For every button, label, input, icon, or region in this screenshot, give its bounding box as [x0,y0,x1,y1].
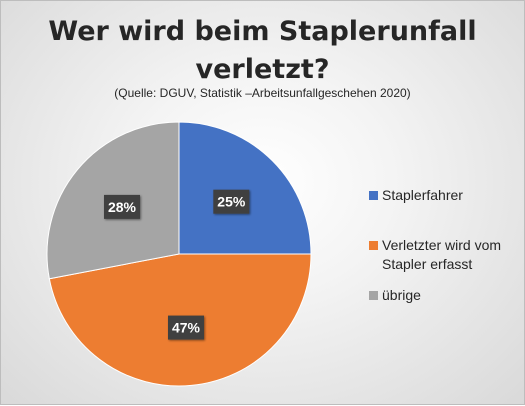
legend-label-staplerfahrer: Staplerfahrer [382,187,463,203]
legend-label-verletzter-line-2: Stapler erfasst [382,256,473,272]
chart-title-line-1: Wer wird beim Staplerunfall [48,16,477,47]
chart-title: Wer wird beim Staplerunfall verletzt? [1,13,524,89]
data-label-brige: 28% [104,194,140,219]
data-label-text-verletzter-wird-vom-stapler-erfasst: 47% [172,320,201,336]
legend-swatch-uebrige [369,291,378,300]
legend-swatch-staplerfahrer [369,191,378,200]
data-label-staplerfahrer: 25% [213,189,250,214]
chart-title-line-2: verletzt? [195,54,330,85]
pie-slice-staplerfahrer [178,121,312,255]
chart-subtitle: (Quelle: DGUV, Statistik –Arbeitsunfallg… [114,86,411,100]
data-label-verletzter-wird-vom-stapler-erfasst: 47% [168,315,204,340]
legend-label-uebrige: übrige [382,287,421,303]
legend-label-verletzter-line-1: Verletzter wird vom [382,237,502,253]
data-label-text-brige: 28% [108,199,137,215]
data-label-box-brige [104,194,140,219]
legend-label-verletzter: Verletzter wird vom Stapler erfasst [382,236,501,274]
data-label-box-staplerfahrer [213,189,250,214]
data-label-text-staplerfahrer: 25% [217,194,246,210]
data-label-box-verletzter-wird-vom-stapler-erfasst [168,315,204,340]
legend-swatch-verletzter [369,241,378,250]
